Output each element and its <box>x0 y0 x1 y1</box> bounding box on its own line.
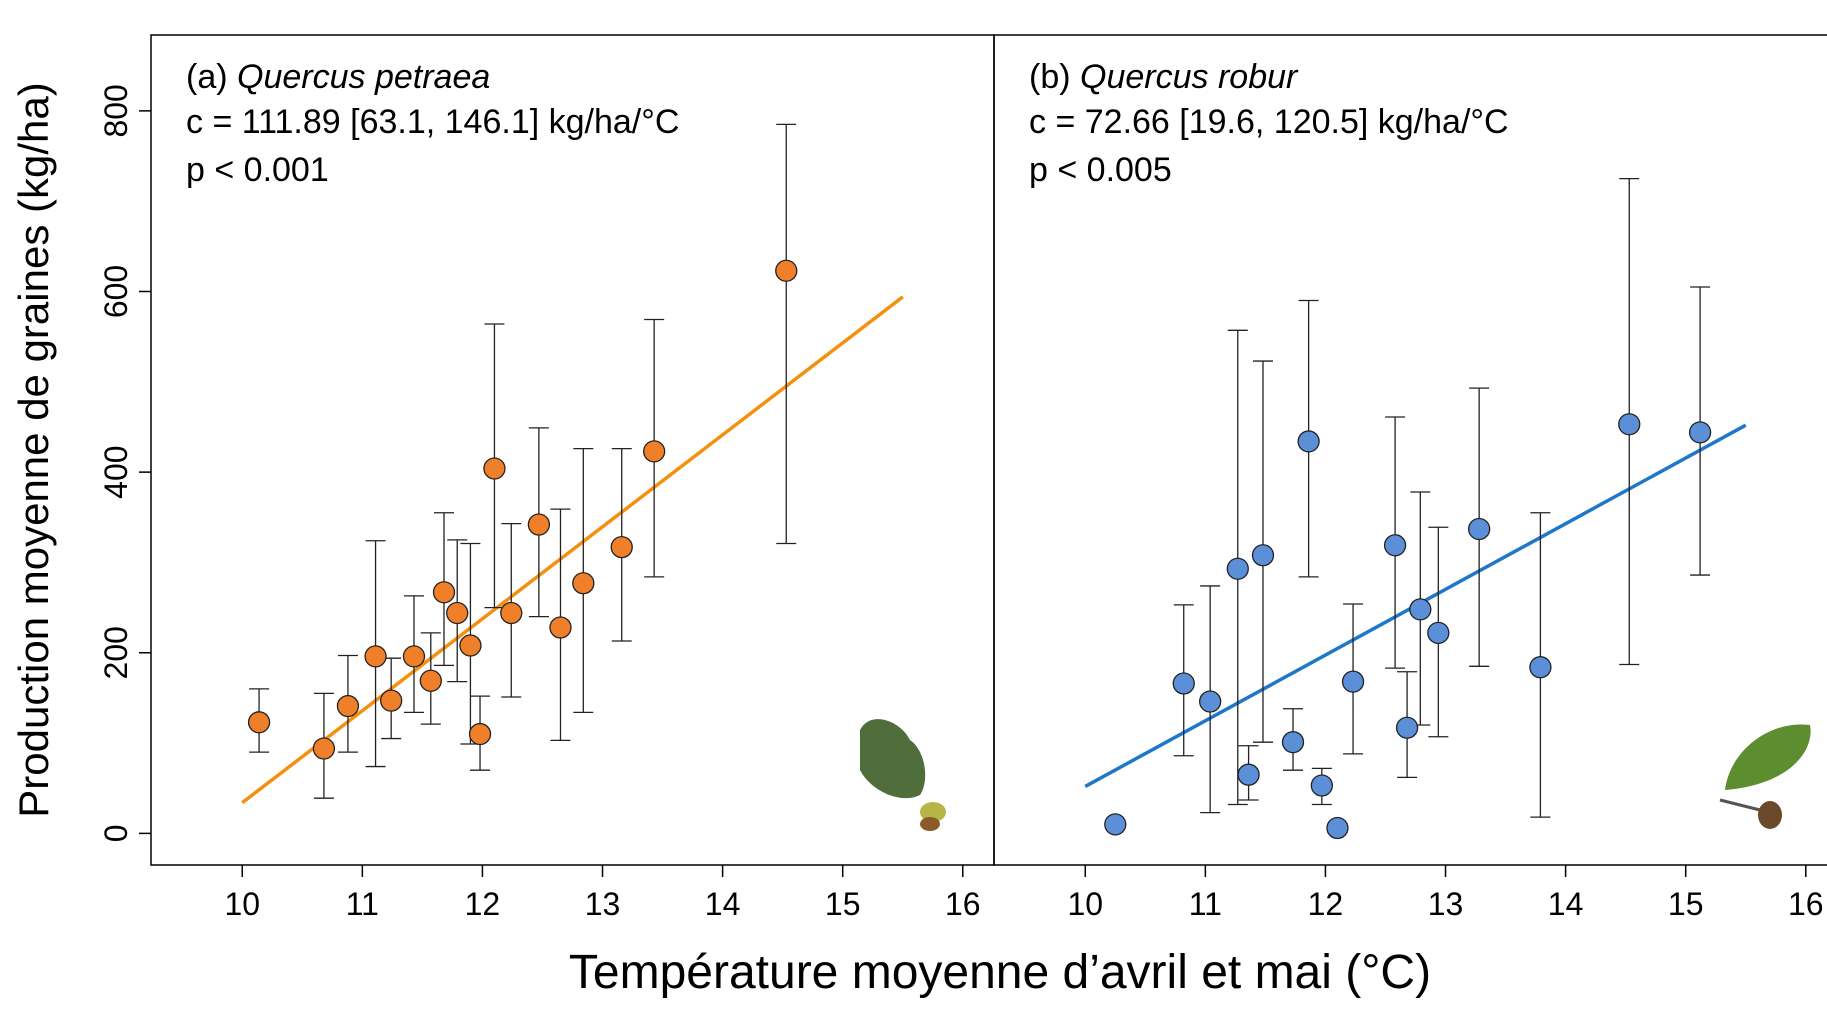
point <box>549 616 572 639</box>
point <box>1409 598 1432 621</box>
point <box>527 513 551 536</box>
point <box>1529 656 1552 679</box>
annotation: c = 72.66 [19.6, 120.5] kg/ha/°C <box>1029 103 1509 141</box>
oak-icon-b <box>1719 724 1811 829</box>
x-tick-label: 16 <box>1788 886 1824 922</box>
point <box>459 634 482 657</box>
point <box>1226 557 1249 580</box>
panel-letter: (a) <box>186 58 228 96</box>
point <box>1172 672 1195 695</box>
oak-icon-a <box>860 719 946 831</box>
y-tick-label: 400 <box>98 445 134 498</box>
species-name: Quercus robur <box>1080 58 1299 96</box>
y-axis-title: Production moyenne de graines (kg/ha) <box>10 82 57 817</box>
point <box>610 535 633 559</box>
point <box>1297 430 1320 453</box>
point <box>468 722 492 746</box>
point <box>402 645 426 668</box>
point <box>643 440 666 463</box>
point <box>775 259 798 282</box>
x-tick-label: 12 <box>1308 886 1344 922</box>
point <box>1383 534 1407 557</box>
fit-line <box>241 295 904 805</box>
x-tick-label: 12 <box>465 886 501 922</box>
point <box>1688 421 1712 444</box>
species-name: Quercus petraea <box>237 58 490 96</box>
point <box>1395 716 1419 739</box>
point <box>1326 816 1349 840</box>
point <box>312 737 336 760</box>
annotation: p < 0.005 <box>1029 151 1172 189</box>
point <box>1618 413 1641 436</box>
point <box>572 572 595 595</box>
point <box>380 689 403 712</box>
point <box>1341 670 1365 693</box>
point <box>500 601 523 625</box>
x-tick-label: 10 <box>224 886 260 922</box>
annotation: c = 111.89 [63.1, 146.1] kg/ha/°C <box>186 103 679 141</box>
point <box>1237 763 1260 786</box>
x-tick-label: 11 <box>1189 886 1222 922</box>
x-axis-title: Température moyenne d’avril et mai (°C) <box>569 946 1431 999</box>
point <box>1467 517 1491 541</box>
x-tick-label: 13 <box>585 886 621 922</box>
x-tick-label: 11 <box>346 886 379 922</box>
x-tick-label: 15 <box>1668 886 1704 922</box>
point <box>1104 813 1127 836</box>
y-tick-label: 200 <box>98 626 134 679</box>
panel-letter: (b) <box>1029 58 1071 96</box>
point <box>419 669 442 692</box>
x-tick-label: 14 <box>705 886 741 922</box>
y-tick-label: 0 <box>98 824 134 842</box>
point <box>1281 731 1305 754</box>
point <box>1310 774 1333 797</box>
point <box>483 457 506 480</box>
x-tick-label: 14 <box>1548 886 1584 922</box>
y-tick-label: 600 <box>98 265 134 318</box>
point <box>1199 690 1222 713</box>
point <box>446 601 469 625</box>
x-tick-label: 13 <box>1428 886 1464 922</box>
y-tick-label: 800 <box>98 84 134 137</box>
x-tick-label: 10 <box>1067 886 1103 922</box>
annotation: p < 0.001 <box>186 151 329 189</box>
panel-label: (a) Quercus petraea <box>186 58 490 96</box>
point <box>432 581 456 604</box>
point <box>1251 544 1275 567</box>
panel-label: (b) Quercus robur <box>1029 58 1299 96</box>
plot-frame <box>993 34 1827 866</box>
point <box>247 711 271 734</box>
x-tick-label: 15 <box>825 886 861 922</box>
point <box>1427 621 1450 645</box>
x-tick-label: 16 <box>945 886 981 922</box>
point <box>336 694 360 718</box>
point <box>364 645 387 668</box>
